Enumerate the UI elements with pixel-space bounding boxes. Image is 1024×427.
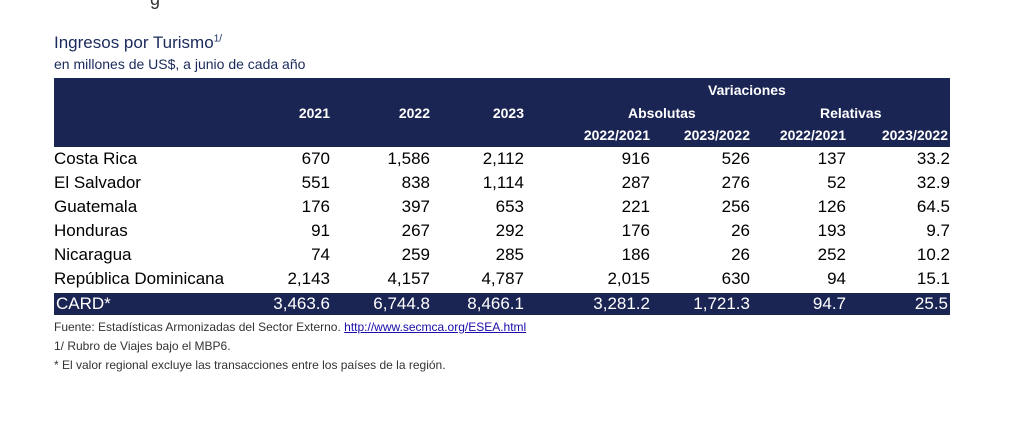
title-footnote-mark: 1/ bbox=[213, 33, 223, 45]
cell-abs-2023-2022: 526 bbox=[721, 149, 750, 168]
header-relativas: Relativas bbox=[820, 105, 882, 121]
cell-rel-2022-2021: 94 bbox=[827, 269, 846, 288]
table-header: Variaciones Absolutas Relativas 2021 202… bbox=[54, 79, 950, 147]
cell-2021: 2,143 bbox=[287, 269, 330, 288]
header-period-rel-2: 2023/2022 bbox=[881, 127, 948, 143]
cell-rel-2023-2022: 10.2 bbox=[916, 245, 950, 264]
table-row: Guatemala 176 397 653 221 256 126 64.5 bbox=[54, 196, 950, 218]
row-country: Nicaragua bbox=[54, 245, 132, 264]
row-country: República Dominicana bbox=[54, 269, 225, 288]
cell-2021: 551 bbox=[301, 173, 330, 192]
cell-2021: 670 bbox=[301, 149, 330, 168]
cell-2022: 259 bbox=[401, 245, 430, 264]
cell-2022: 838 bbox=[401, 173, 430, 192]
cell-2022: 267 bbox=[401, 221, 430, 240]
row-country: Guatemala bbox=[54, 197, 138, 216]
source-text: Fuente: Estadísticas Armonizadas del Sec… bbox=[54, 320, 345, 334]
cell-2021: 74 bbox=[311, 245, 330, 264]
cell-2021: 91 bbox=[311, 221, 330, 240]
header-year-2023: 2023 bbox=[492, 105, 524, 121]
source-note: Fuente: Estadísticas Armonizadas del Sec… bbox=[54, 320, 526, 334]
table-subtitle: en millones de US$, a junio de cada año bbox=[54, 56, 306, 72]
cell-abs-2023-2022: 276 bbox=[721, 173, 750, 192]
source-link[interactable]: http://www.secmca.org/ESEA.html bbox=[344, 320, 527, 334]
cell-2023: 1,114 bbox=[482, 173, 524, 192]
cell-rel-2023-2022: 64.5 bbox=[916, 197, 950, 216]
total-abs-2022-2021: 3,281.2 bbox=[593, 294, 650, 313]
total-2022: 6,744.8 bbox=[373, 294, 430, 313]
table-title: Ingresos por Turismo1/ bbox=[54, 33, 222, 53]
cell-rel-2023-2022: 33.2 bbox=[916, 149, 950, 168]
cell-2023: 285 bbox=[495, 245, 524, 264]
total-label: CARD* bbox=[56, 294, 111, 313]
cell-rel-2022-2021: 193 bbox=[817, 221, 846, 240]
cell-abs-2022-2021: 186 bbox=[621, 245, 650, 264]
cell-2022: 397 bbox=[401, 197, 430, 216]
cut-off-heading: g bbox=[150, 0, 160, 10]
cell-abs-2022-2021: 176 bbox=[621, 221, 650, 240]
cell-rel-2022-2021: 137 bbox=[817, 149, 846, 168]
total-2023: 8,466.1 bbox=[467, 294, 524, 313]
cell-abs-2023-2022: 26 bbox=[731, 245, 750, 264]
cell-2023: 4,787 bbox=[481, 269, 524, 288]
header-period-abs-2: 2023/2022 bbox=[683, 127, 750, 143]
table-total-row: CARD* 3,463.6 6,744.8 8,466.1 3,281.2 1,… bbox=[54, 293, 950, 315]
table-row: Nicaragua 74 259 285 186 26 252 10.2 bbox=[54, 244, 950, 266]
title-rule bbox=[54, 78, 950, 79]
cell-2023: 292 bbox=[495, 221, 524, 240]
cell-abs-2023-2022: 256 bbox=[721, 197, 750, 216]
table-row: Honduras 91 267 292 176 26 193 9.7 bbox=[54, 220, 950, 242]
cell-2022: 4,157 bbox=[387, 269, 430, 288]
row-country: Costa Rica bbox=[54, 149, 138, 168]
cell-rel-2023-2022: 9.7 bbox=[926, 221, 950, 240]
title-text: Ingresos por Turismo bbox=[54, 33, 214, 52]
header-absolutas: Absolutas bbox=[628, 105, 696, 121]
footnote-regional: * El valor regional excluye las transacc… bbox=[54, 358, 446, 372]
cell-abs-2022-2021: 287 bbox=[621, 173, 650, 192]
cell-rel-2022-2021: 52 bbox=[827, 173, 846, 192]
header-period-rel-1: 2022/2021 bbox=[779, 127, 846, 143]
footnote-1: 1/ Rubro de Viajes bajo el MBP6. bbox=[54, 339, 231, 353]
total-abs-2023-2022: 1,721.3 bbox=[693, 294, 750, 313]
table-row: Costa Rica 670 1,586 2,112 916 526 137 3… bbox=[54, 148, 950, 170]
total-2021: 3,463.6 bbox=[273, 294, 330, 313]
cell-rel-2023-2022: 15.1 bbox=[916, 269, 950, 288]
header-variaciones: Variaciones bbox=[708, 82, 786, 98]
cell-abs-2022-2021: 221 bbox=[621, 197, 650, 216]
cell-2023: 653 bbox=[495, 197, 524, 216]
cell-abs-2023-2022: 630 bbox=[721, 269, 750, 288]
total-rel-2022-2021: 94.7 bbox=[812, 294, 846, 313]
cell-rel-2023-2022: 32.9 bbox=[916, 173, 950, 192]
cell-abs-2022-2021: 2,015 bbox=[607, 269, 650, 288]
cell-2022: 1,586 bbox=[387, 149, 430, 168]
header-year-2022: 2022 bbox=[398, 105, 430, 121]
header-year-2021: 2021 bbox=[298, 105, 330, 121]
row-country: El Salvador bbox=[54, 173, 141, 192]
cell-rel-2022-2021: 126 bbox=[817, 197, 846, 216]
cell-2021: 176 bbox=[301, 197, 330, 216]
total-rel-2023-2022: 25.5 bbox=[914, 294, 948, 313]
cell-abs-2023-2022: 26 bbox=[731, 221, 750, 240]
row-country: Honduras bbox=[54, 221, 128, 240]
header-period-abs-1: 2022/2021 bbox=[583, 127, 650, 143]
table-row: República Dominicana 2,143 4,157 4,787 2… bbox=[54, 268, 950, 290]
cell-2023: 2,112 bbox=[482, 149, 524, 168]
cell-abs-2022-2021: 916 bbox=[621, 149, 650, 168]
cell-rel-2022-2021: 252 bbox=[817, 245, 846, 264]
table-row: El Salvador 551 838 1,114 287 276 52 32.… bbox=[54, 172, 950, 194]
